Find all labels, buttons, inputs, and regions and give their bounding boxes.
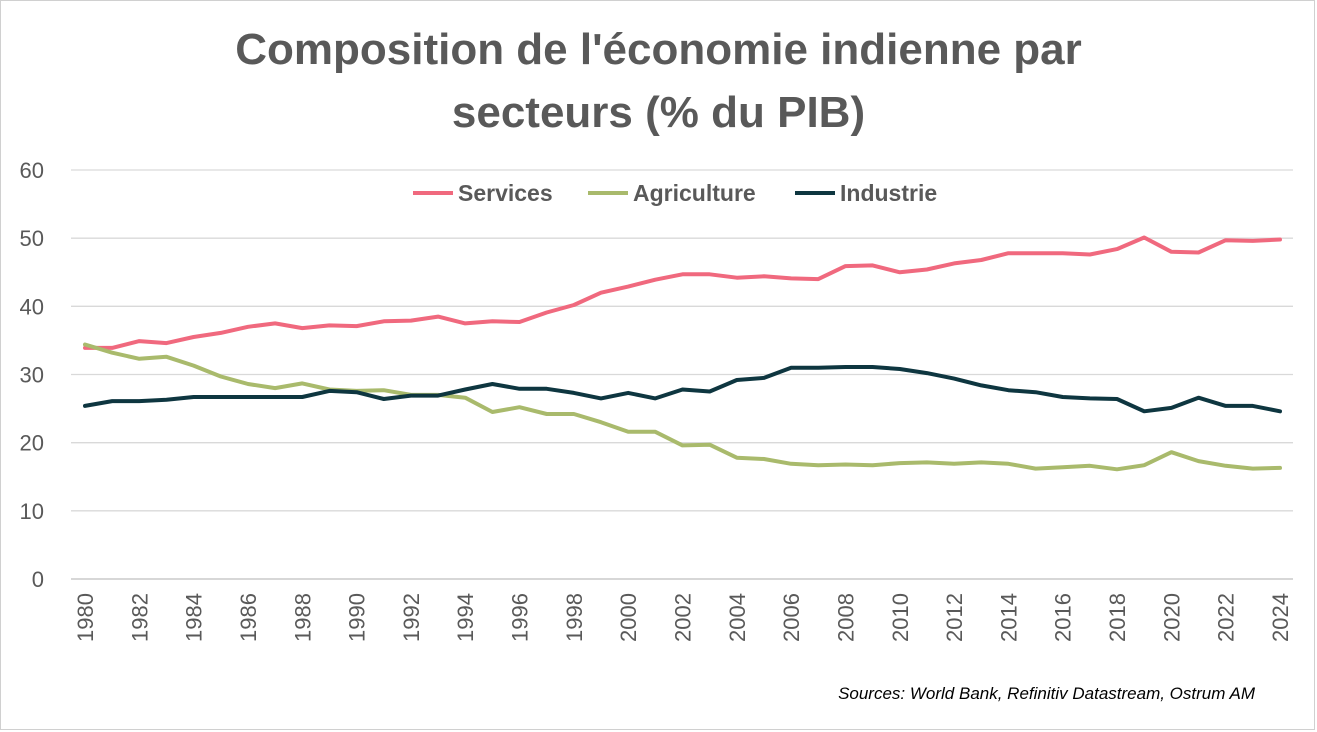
x-tick-label: 1980 xyxy=(73,593,98,642)
x-tick-label: 2018 xyxy=(1105,593,1130,642)
x-tick-label: 2002 xyxy=(671,593,696,642)
x-tick-label: 2022 xyxy=(1214,593,1239,642)
x-tick-label: 1996 xyxy=(508,593,533,642)
x-tick-label: 2006 xyxy=(779,593,804,642)
legend-label-industrie: Industrie xyxy=(840,180,937,206)
x-tick-label: 2016 xyxy=(1051,593,1076,642)
source-note: Sources: World Bank, Refinitiv Datastrea… xyxy=(838,684,1255,703)
x-tick-label: 1988 xyxy=(290,593,315,642)
series-line-agriculture xyxy=(83,342,1282,472)
x-tick-label: 2008 xyxy=(833,593,858,642)
x-tick-label: 2004 xyxy=(725,593,750,642)
y-tick-label: 20 xyxy=(20,431,44,456)
x-tick-label: 2012 xyxy=(942,593,967,642)
series-line-services xyxy=(83,235,1282,350)
x-tick-label: 1998 xyxy=(562,593,587,642)
x-tick-label: 2000 xyxy=(616,593,641,642)
chart-title-line2: secteurs (% du PIB) xyxy=(451,88,866,137)
y-tick-label: 30 xyxy=(20,363,44,388)
x-tick-label: 2020 xyxy=(1159,593,1184,642)
x-tick-label: 1994 xyxy=(453,593,478,642)
y-tick-label: 0 xyxy=(32,567,44,592)
x-tick-label: 2024 xyxy=(1268,593,1293,642)
x-tick-label: 1986 xyxy=(236,593,261,642)
x-tick-label: 1984 xyxy=(182,593,207,642)
legend-label-agriculture: Agriculture xyxy=(633,180,756,206)
legend-label-services: Services xyxy=(458,180,553,206)
x-tick-label: 1982 xyxy=(127,593,152,642)
chart-title-line1: Composition de l'économie indienne par xyxy=(235,25,1082,74)
x-tick-label: 1992 xyxy=(399,593,424,642)
series-line-industrie xyxy=(83,365,1282,414)
y-tick-label: 50 xyxy=(20,226,44,251)
y-tick-label: 10 xyxy=(20,499,44,524)
x-tick-label: 2010 xyxy=(888,593,913,642)
y-tick-label: 40 xyxy=(20,294,44,319)
x-tick-label: 2014 xyxy=(996,593,1021,642)
x-tick-label: 1990 xyxy=(345,593,370,642)
y-tick-label: 60 xyxy=(20,158,44,183)
